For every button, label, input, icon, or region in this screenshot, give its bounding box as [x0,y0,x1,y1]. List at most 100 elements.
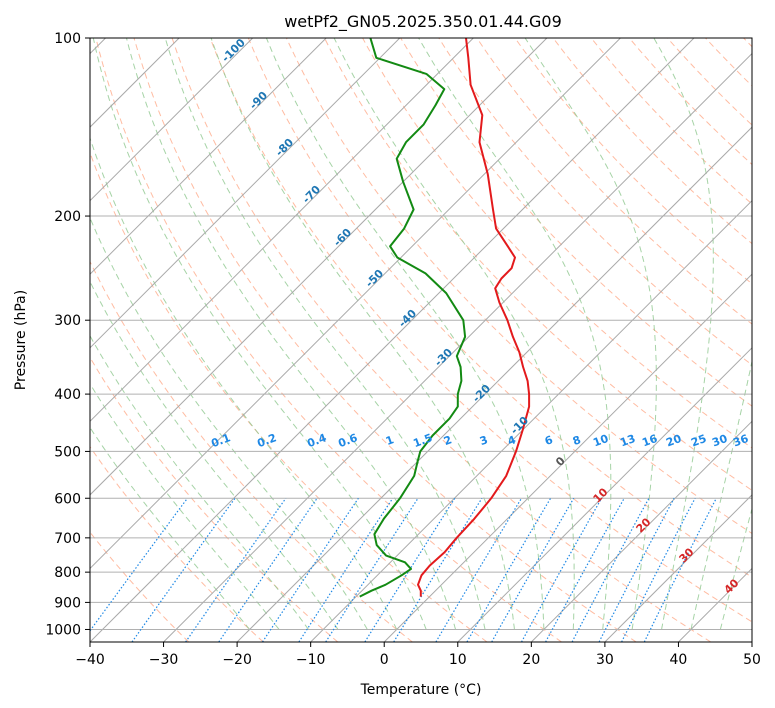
mixing-ratio-line [393,497,483,642]
mixing-ratio-label: 25 [689,432,708,449]
mixing-ratio-line [90,497,188,632]
x-tick-label: 40 [670,652,688,668]
mixing-ratio-label: 0.1 [209,431,232,450]
y-tick-label: 1000 [45,622,81,638]
x-tick-label: −40 [75,652,105,668]
x-tick-label: 0 [380,652,389,668]
mixing-ratio-label: 6 [543,433,555,448]
mixing-ratio-label: 3 [478,433,490,448]
mixing-ratio-line [466,497,552,642]
y-tick-label: 300 [54,313,81,329]
dry-adiabat-line [285,38,752,535]
isotherm-line [236,126,752,642]
mixing-ratio-label: 2 [442,433,454,448]
isotherm-line [530,420,752,642]
mixing-ratio-label: 4 [506,433,518,448]
dry-adiabat-label: -50 [363,267,386,290]
mixing-ratio-line [491,497,575,642]
x-axis-label: Temperature (°C) [360,682,482,698]
dry-adiabat-line [90,356,339,642]
mixing-ratio-label: 1.5 [411,431,434,450]
moist-adiabat-line [210,38,515,630]
dry-adiabat-line [590,38,752,205]
dry-adiabat-label: -80 [273,136,296,159]
isotherm-line [90,38,327,275]
dry-adiabat-label: -70 [300,183,323,206]
mixing-ratio-line [325,497,419,642]
isotherm-line [383,273,752,642]
plot-frame [89,37,753,643]
mixing-ratio-label: 0.2 [255,431,278,450]
dry-adiabat-line [95,38,562,642]
isotherm-line [90,38,548,496]
y-tick-label: 400 [54,387,81,403]
moist-adiabat-line [92,38,427,630]
temperature-profile-line [417,38,531,597]
mixing-ratio-label: 30 [710,432,729,450]
mixing-ratio-label: 13 [618,432,637,449]
mixing-ratio-line [643,498,717,642]
moist-adiabat-line [690,359,752,630]
dry-adiabat-label: -90 [247,89,270,112]
dry-adiabat-line [400,38,752,407]
mixing-ratio-label: 0.6 [336,431,359,450]
isotherm-line [90,38,401,349]
y-tick-label: 100 [54,31,81,47]
mixing-ratio-line [520,497,603,642]
mixing-ratio-line [621,498,696,642]
moist-adiabat-line [90,334,309,630]
x-tick-label: −10 [296,652,326,668]
isotherm-line [90,38,621,570]
isotherm-line [90,38,474,423]
mixing-ratio-label: 8 [571,433,583,448]
x-tick-label: 10 [449,652,467,668]
y-tick-label: 500 [54,444,81,460]
moist-adiabat-label: 30 [677,545,697,565]
moist-adiabat-line [90,216,368,630]
y-tick-label: 800 [54,565,81,581]
dry-adiabat-label: -30 [432,346,455,369]
x-tick-label: 50 [743,652,761,668]
isotherm-line [90,38,695,642]
x-tick-label: −20 [222,652,252,668]
dry-adiabat-line [90,260,413,642]
y-tick-label: 200 [54,209,81,225]
moist-adiabat-line [90,136,398,630]
dry-adiabat-line [209,38,752,623]
y-tick-label: 600 [54,491,81,507]
dry-adiabat-line [247,38,752,578]
dry-adiabat-label: -20 [470,382,493,405]
isotherm-line [457,347,752,642]
mixing-ratio-label: 1 [384,433,396,448]
dry-adiabat-line [90,445,264,642]
moist-adiabat-line [719,507,752,630]
mixing-ratio-label: 16 [640,432,659,450]
mixing-ratio-label: 10 [591,432,610,450]
x-tick-label: −30 [149,652,179,668]
mixing-ratio-line [545,498,625,642]
isotherm-line [310,199,752,642]
mixing-ratio-line [185,497,287,642]
x-tick-label: 30 [596,652,614,668]
mixing-ratio-line [261,497,359,642]
dry-adiabat-line [552,38,752,245]
x-tick-label: 20 [522,652,540,668]
moist-adiabat-line [524,38,657,630]
moist-adiabat-line [90,280,339,630]
moist-adiabat-line [418,38,612,630]
moist-adiabat-label: 20 [634,515,654,535]
y-tick-label: 700 [54,531,81,547]
moist-adiabat-line [265,38,545,630]
moist-adiabat-line [126,38,457,630]
dry-adiabat-line [628,38,752,166]
chart-title: wetPf2_GN05.2025.350.01.44.G09 [284,12,562,32]
mixing-ratio-line [298,497,394,642]
dry-adiabat-line [171,38,712,642]
moist-adiabat-line [333,38,575,630]
mixing-ratio-label: 20 [664,432,683,450]
mixing-ratio-label: 36 [731,432,750,450]
plot-area [90,38,752,642]
isotherm-line [751,641,752,642]
moist-adiabat-line [90,382,280,630]
